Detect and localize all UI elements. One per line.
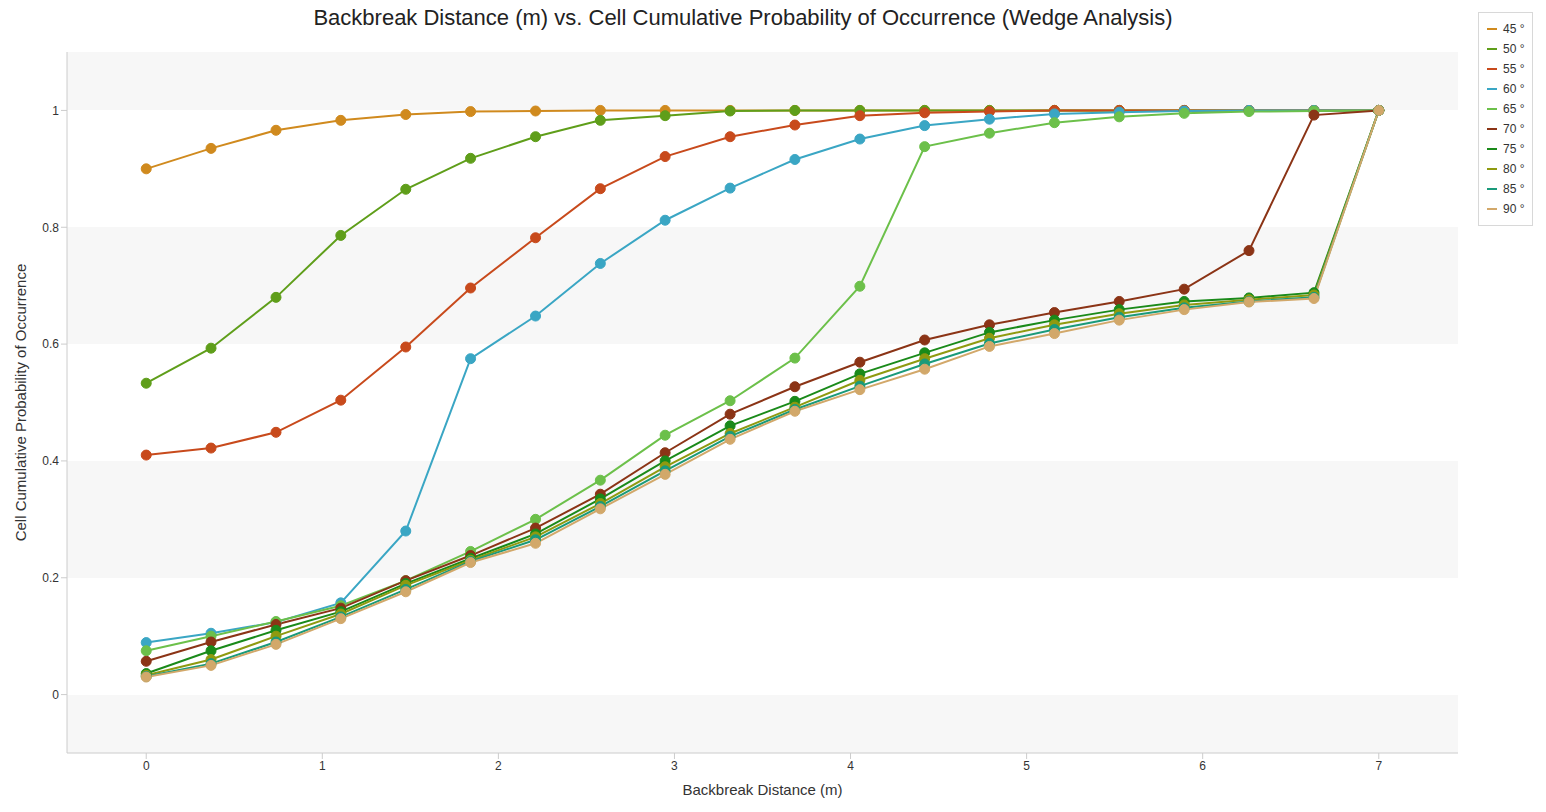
svg-text:0.8: 0.8 (42, 221, 59, 235)
html-text:Backbreak Distance (m) vs. Cel: Backbreak Distance (m) vs. Cell Cumulati… (313, 5, 1173, 30)
html-text:55 °: 55 ° (1503, 62, 1525, 76)
svg-text:0: 0 (143, 759, 150, 773)
svg-text:3: 3 (671, 759, 678, 773)
svg-text:4: 4 (847, 759, 854, 773)
html-text:50 °: 50 ° (1503, 42, 1525, 56)
svg-text:5: 5 (1023, 759, 1030, 773)
svg-text:0.4: 0.4 (42, 454, 59, 468)
svg-text:6: 6 (1199, 759, 1206, 773)
html-text:45 °: 45 ° (1503, 22, 1525, 36)
svg-text:0.6: 0.6 (42, 337, 59, 351)
html-text:90 °: 90 ° (1503, 202, 1525, 216)
html-text:80 °: 80 ° (1503, 162, 1525, 176)
svg-text:2: 2 (495, 759, 502, 773)
html-text:65 °: 65 ° (1503, 102, 1525, 116)
html-text:70 °: 70 ° (1503, 122, 1525, 136)
html-text:75 °: 75 ° (1503, 142, 1525, 156)
svg-text:7: 7 (1375, 759, 1382, 773)
html-text:85 °: 85 ° (1503, 182, 1525, 196)
svg-text:1: 1 (319, 759, 326, 773)
svg-text:Backbreak Distance (m): Backbreak Distance (m) (682, 781, 842, 798)
svg-text:0.2: 0.2 (42, 571, 59, 585)
svg-text:Cell Cumulative Probability of: Cell Cumulative Probability of Occurrenc… (12, 264, 29, 542)
svg-text:0: 0 (52, 688, 59, 702)
svg-text:1: 1 (52, 104, 59, 118)
html-text:60 °: 60 ° (1503, 82, 1525, 96)
